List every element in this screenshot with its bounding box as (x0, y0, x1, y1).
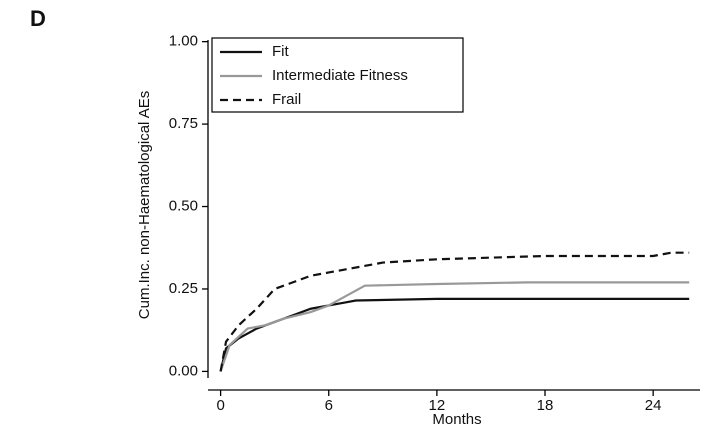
y-tick-label: 0.50 (169, 197, 198, 214)
legend-label: Fit (272, 43, 289, 60)
y-tick-label: 0.00 (169, 362, 198, 379)
series-line (219, 297, 690, 372)
x-tick-label: 6 (325, 397, 333, 414)
series-line (219, 251, 690, 372)
x-tick-label: 24 (645, 397, 662, 414)
legend-label: Frail (272, 91, 301, 108)
x-tick-label: 12 (429, 397, 446, 414)
y-axis-label: Cum.Inc. non-Haematological AEs (136, 91, 153, 319)
x-axis-label: Months (432, 411, 481, 428)
y-tick-label: 1.00 (169, 33, 198, 50)
legend-label: Intermediate Fitness (272, 67, 408, 84)
series-line (219, 281, 690, 372)
x-tick-label: 18 (537, 397, 554, 414)
x-tick-label: 0 (216, 397, 224, 414)
y-tick-label: 0.25 (169, 280, 198, 297)
y-tick-label: 0.75 (169, 115, 198, 132)
panel-label: D (30, 6, 46, 31)
